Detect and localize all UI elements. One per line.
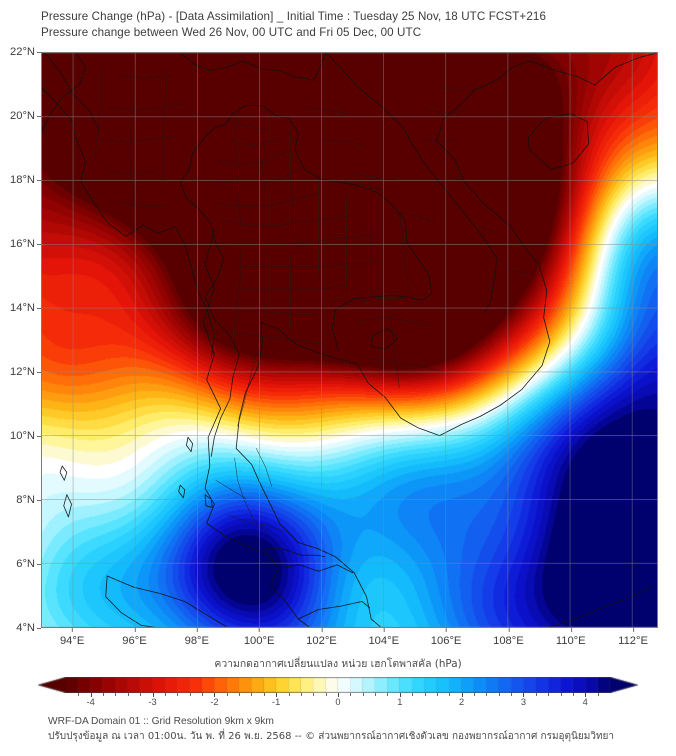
colorbar-major-tick-0	[338, 693, 339, 697]
colorbar-minor-tick	[103, 693, 105, 696]
colorbar-minor-tick	[362, 693, 364, 696]
colorbar-minor-tick	[424, 693, 426, 696]
lat-tick-12: 12°N	[10, 366, 41, 378]
colorbar-label--4: -4	[86, 697, 95, 707]
colorbar-major-tick-2	[461, 693, 463, 697]
colorbar-minor-tick	[239, 693, 241, 696]
colorbar-minor-tick	[572, 693, 574, 696]
lat-tick-14: 14°N	[10, 302, 41, 314]
lon-tick-94: 94°E	[60, 628, 84, 647]
lon-tick-108: 108°E	[493, 628, 524, 647]
colorbar-label--3: -3	[148, 697, 157, 707]
colorbar-minor-tick	[300, 693, 302, 696]
colorbar-minor-tick	[375, 693, 377, 696]
lon-tick-110: 110°E	[556, 628, 586, 647]
colorbar-minor-tick	[412, 693, 414, 696]
colorbar-minor-tick	[288, 693, 290, 696]
footer-line-1: WRF-DA Domain 01 :: Grid Resolution 9km …	[48, 716, 274, 727]
colorbar-minor-tick	[548, 693, 550, 696]
lon-tick-102: 102°E	[306, 628, 337, 647]
lat-tick-20: 20°N	[10, 110, 41, 122]
colorbar-minor-tick	[449, 693, 451, 696]
colorbar-minor-tick	[511, 693, 513, 696]
colorbar-minor-tick	[535, 693, 537, 696]
colorbar-minor-tick	[325, 693, 327, 696]
colorbar-major-tick-3	[523, 693, 525, 697]
colorbar-label-2: 2	[459, 697, 465, 707]
lat-tick-22: 22°N	[10, 46, 41, 58]
map-plot-area[interactable]	[41, 52, 658, 628]
colorbar-label-3: 3	[520, 697, 527, 707]
colorbar-label-4: 4	[582, 697, 588, 707]
colorbar-minor-tick	[140, 693, 142, 696]
colorbar-minor-tick	[436, 693, 438, 696]
lon-tick-106: 106°E	[431, 628, 461, 647]
colorbar-minor-tick	[387, 693, 389, 696]
lat-tick-4: 4°N	[16, 622, 41, 634]
colorbar-minor-tick	[263, 693, 265, 696]
lat-tick-18: 18°N	[10, 174, 41, 186]
colorbar-title: ความกดอากาศเปลี่ยนแปลง หน่วย เฮกโตพาสคัล…	[214, 658, 462, 670]
colorbar-minor-tick	[486, 693, 488, 696]
lon-tick-98: 98°E	[185, 628, 209, 647]
graticule-grid	[42, 53, 657, 627]
lon-tick-112: 112°E	[618, 628, 648, 647]
colorbar-gradient	[38, 677, 638, 693]
colorbar-minor-tick	[251, 693, 253, 696]
lat-tick-6: 6°N	[16, 558, 41, 570]
lon-tick-96: 96°E	[122, 628, 147, 647]
footer-block: WRF-DA Domain 01 :: Grid Resolution 9km …	[48, 714, 668, 744]
colorbar-minor-tick	[313, 693, 315, 696]
colorbar-major-tick--3	[152, 693, 154, 697]
footer-line-2: ปรับปรุงข้อมูล ณ เวลา 01:00น. วัน พ. ที่…	[48, 731, 615, 742]
pressure-change-heatmap	[42, 53, 657, 627]
map-figure: 4°N 6°N 8°N 10°N 12°N 14°N 16°N 18°N 20°N 22°N 94…	[10, 46, 658, 647]
colorbar-minor-tick	[226, 693, 228, 696]
coastline-overlay	[42, 53, 657, 627]
colorbar-major-tick--4	[90, 693, 92, 697]
colorbar-strip[interactable]	[38, 677, 638, 693]
colorbar-label-1: 1	[397, 697, 403, 707]
colorbar-major-tick-1	[399, 693, 401, 697]
colorbar-minor-tick	[597, 693, 599, 696]
colorbar-minor-tick	[177, 693, 179, 696]
chart-title-block: Pressure Change (hPa) - [Data Assimilati…	[41, 9, 661, 41]
colorbar-major-tick--2	[214, 693, 216, 697]
colorbar-minor-tick	[189, 693, 191, 696]
colorbar-minor-tick	[498, 693, 500, 696]
colorbar-label--1: -1	[272, 697, 281, 707]
lat-tick-8: 8°N	[16, 494, 41, 506]
lat-tick-10: 10°N	[10, 430, 41, 442]
colorbar-minor-tick	[474, 693, 475, 696]
title-line-1: Pressure Change (hPa) - [Data Assimilati…	[41, 10, 547, 23]
colorbar-tick-row: -4 -3 -2 -1 0 1 2 3 4	[38, 693, 638, 709]
colorbar-label--2: -2	[210, 697, 219, 707]
colorbar-minor-tick	[164, 693, 166, 696]
lon-tick-100: 100°E	[244, 628, 274, 647]
colorbar-major-tick--1	[276, 693, 278, 697]
colorbar-minor-tick	[350, 693, 352, 696]
lat-tick-16: 16°N	[10, 238, 41, 250]
title-line-2: Pressure change between Wed 26 Nov, 00 U…	[41, 26, 422, 39]
colorbar-block: ความกดอากาศเปลี่ยนแปลง หน่วย เฮกโตพาสคัล…	[0, 655, 676, 709]
colorbar-label-0: 0	[335, 697, 341, 707]
colorbar-minor-tick	[560, 693, 562, 696]
colorbar-minor-tick	[115, 693, 117, 696]
lon-tick-104: 104°E	[368, 628, 399, 647]
colorbar-minor-tick	[78, 693, 80, 696]
colorbar-minor-tick	[202, 693, 203, 696]
colorbar-minor-tick	[127, 693, 129, 696]
colorbar-major-tick-4	[585, 693, 587, 697]
